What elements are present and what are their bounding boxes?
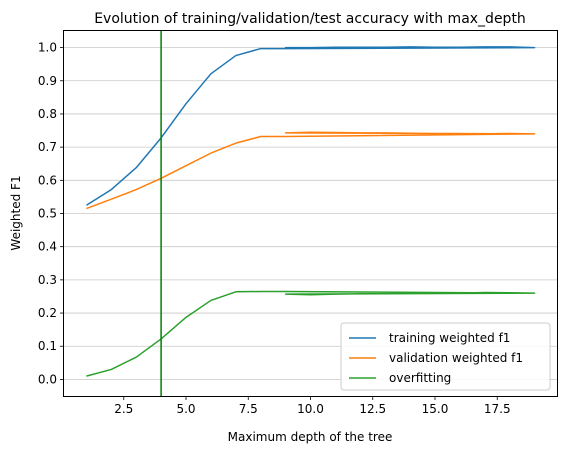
y-axis-label: Weighted F1: [9, 175, 23, 250]
x-axis-ticks: 2.5 5.0 7.5 10.0 12.5 15.0 17.5: [114, 396, 511, 416]
legend-box: [340, 322, 551, 391]
y-tick-label: 0.9: [38, 74, 57, 88]
x-axis-label: Maximum depth of the tree: [228, 430, 393, 444]
legend-label: overfitting: [389, 371, 451, 385]
legend: training weighted f1 validation weighted…: [340, 322, 551, 391]
y-tick-label: 0.8: [38, 107, 57, 121]
y-tick-label: 0.5: [38, 207, 57, 221]
x-tick-label: 5.0: [176, 402, 195, 416]
series-lines: [86, 46, 536, 377]
x-tick-label: 12.5: [359, 402, 386, 416]
y-tick-label: 0.4: [38, 240, 57, 254]
legend-label: validation weighted f1: [389, 351, 523, 365]
x-tick-label: 7.5: [239, 402, 258, 416]
chart-title: Evolution of training/validation/test ac…: [94, 11, 526, 27]
legend-label: training weighted f1: [389, 331, 510, 345]
x-tick-label: 17.5: [484, 402, 511, 416]
series-line-0: [86, 46, 536, 206]
y-tick-label: 0.7: [38, 140, 57, 154]
series-line-2: [86, 290, 536, 377]
y-tick-label: 1.0: [38, 41, 57, 55]
y-tick-label: 0.6: [38, 173, 57, 187]
y-tick-label: 0.0: [38, 372, 57, 386]
series-line-1: [86, 131, 536, 210]
x-tick-label: 2.5: [114, 402, 133, 416]
x-tick-label: 10.0: [297, 402, 324, 416]
y-tick-label: 0.3: [38, 273, 57, 287]
y-tick-label: 0.1: [38, 339, 57, 353]
y-tick-label: 0.2: [38, 306, 57, 320]
x-tick-label: 15.0: [422, 402, 449, 416]
y-axis-ticks: 0.0 0.1 0.2 0.3 0.4 0.5 0.6 0.7 0.8 0.9 1.0: [38, 41, 64, 386]
